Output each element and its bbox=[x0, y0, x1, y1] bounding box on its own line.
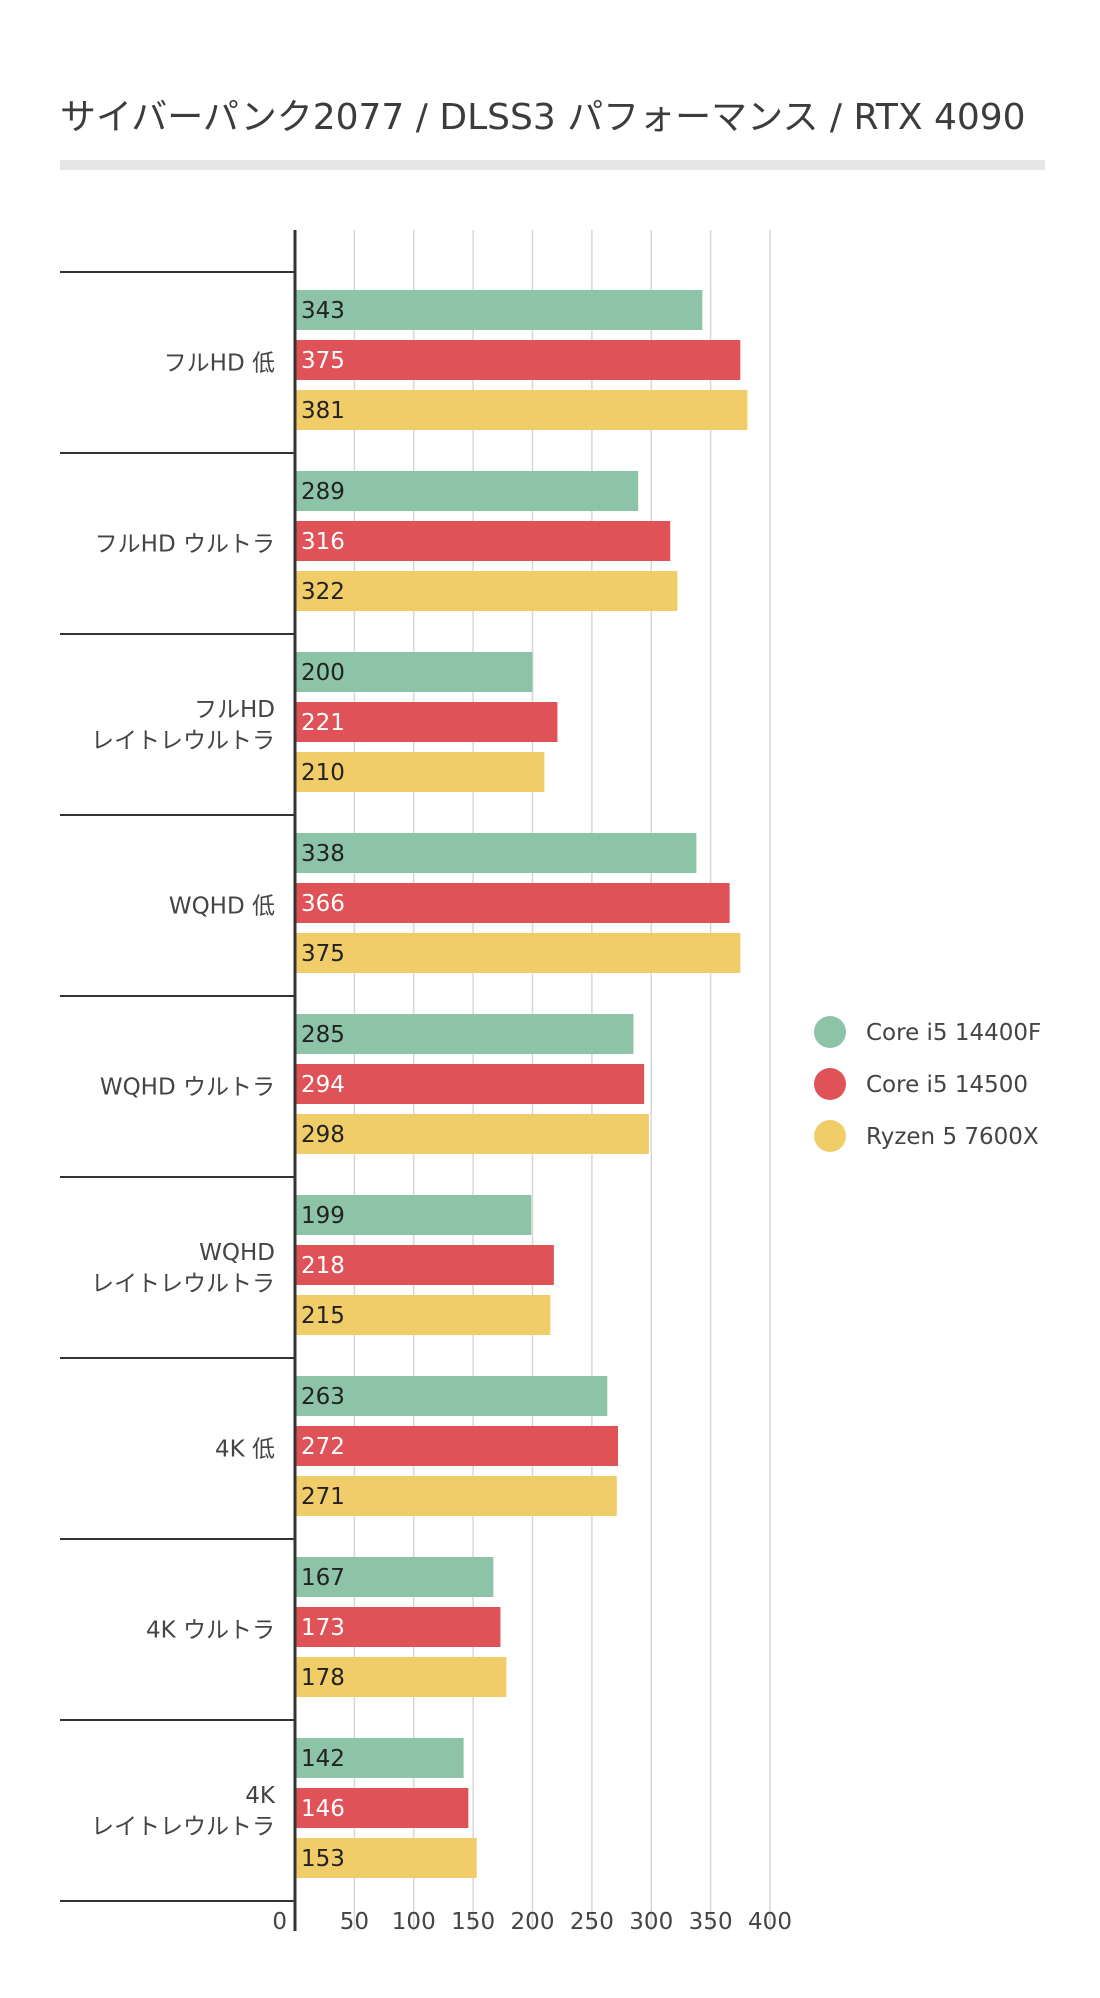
bar-value-label: 294 bbox=[301, 1072, 345, 1098]
x-tick-label: 50 bbox=[340, 1909, 369, 1935]
title-divider bbox=[60, 160, 1045, 170]
bar-3-5 bbox=[295, 1114, 649, 1154]
bar-value-label: 215 bbox=[301, 1303, 345, 1329]
bar-value-label: 322 bbox=[301, 579, 345, 605]
bar-3-8 bbox=[295, 1657, 507, 1697]
bar-3-3 bbox=[295, 752, 545, 792]
x-tick-label: 400 bbox=[748, 1909, 792, 1935]
category-label-line: WQHD bbox=[199, 1240, 275, 1266]
category-label-line: 4K 低 bbox=[215, 1437, 275, 1463]
bar-1-2 bbox=[295, 471, 639, 511]
category-label: 4K ウルトラ bbox=[146, 1618, 275, 1644]
bar-2-9 bbox=[295, 1788, 469, 1828]
grid-lines bbox=[353, 230, 771, 1931]
bar-value-label: 381 bbox=[301, 398, 345, 424]
bar-value-label: 343 bbox=[301, 298, 345, 324]
bar-value-label: 263 bbox=[301, 1384, 345, 1410]
bar-1-9 bbox=[295, 1738, 464, 1778]
bar-2-7 bbox=[295, 1426, 618, 1466]
category-label: 4K 低 bbox=[215, 1437, 275, 1463]
x-tick-label: 300 bbox=[629, 1909, 673, 1935]
bar-2-1 bbox=[295, 340, 741, 380]
category-label: WQHD 低 bbox=[169, 894, 275, 920]
bar-value-label: 210 bbox=[301, 760, 345, 786]
category-label: フルHD 低 bbox=[164, 351, 275, 377]
bar-1-7 bbox=[295, 1376, 608, 1416]
bar-2-3 bbox=[295, 702, 558, 742]
legend-label: Core i5 14400F bbox=[866, 1020, 1041, 1046]
category-label: WQHD ウルトラ bbox=[100, 1075, 275, 1101]
bar-value-label: 173 bbox=[301, 1615, 345, 1641]
x-axis-ticks: 0 50 100 150 200 250 300 350 400 bbox=[272, 1909, 792, 1935]
bar-value-label: 199 bbox=[301, 1203, 345, 1229]
bar-value-label: 375 bbox=[301, 348, 345, 374]
bar-value-label: 289 bbox=[301, 479, 345, 505]
category-label: WQHD レイトレウルトラ bbox=[91, 1240, 275, 1297]
chart-title: サイバーパンク2077 / DLSS3 パフォーマンス / RTX 4090 bbox=[60, 97, 1026, 138]
legend-swatch-3 bbox=[814, 1120, 846, 1152]
category-label: フルHD ウルトラ bbox=[95, 532, 275, 558]
bar-3-9 bbox=[295, 1838, 477, 1878]
x-tick-label: 250 bbox=[570, 1909, 614, 1935]
legend-label: Core i5 14500 bbox=[866, 1072, 1028, 1098]
bar-2-8 bbox=[295, 1607, 501, 1647]
category-label-line: WQHD 低 bbox=[169, 894, 275, 920]
bar-1-4 bbox=[295, 833, 697, 873]
bar-value-label: 338 bbox=[301, 841, 345, 867]
bar-value-label: 142 bbox=[301, 1746, 345, 1772]
x-tick-label: 0 bbox=[272, 1909, 287, 1935]
bar-1-5 bbox=[295, 1014, 634, 1054]
category-label-line: 4K bbox=[245, 1783, 276, 1809]
bar-1-3 bbox=[295, 652, 533, 692]
bar-2-2 bbox=[295, 521, 671, 561]
bar-2-4 bbox=[295, 883, 730, 923]
bar-value-label: 272 bbox=[301, 1434, 345, 1460]
category-label-line: WQHD ウルトラ bbox=[100, 1075, 275, 1101]
x-tick-label: 350 bbox=[689, 1909, 733, 1935]
bar-value-label: 375 bbox=[301, 941, 345, 967]
category-label-line: フルHD ウルトラ bbox=[95, 532, 275, 558]
bar-1-8 bbox=[295, 1557, 494, 1597]
bar-value-label: 200 bbox=[301, 660, 345, 686]
x-tick-label: 200 bbox=[511, 1909, 555, 1935]
bar-3-6 bbox=[295, 1295, 551, 1335]
bar-value-label: 178 bbox=[301, 1665, 345, 1691]
bars: 343 375 381 289 316 322 200 221 210 338 366 375 285 2… bbox=[295, 290, 748, 1878]
legend-swatch-2 bbox=[814, 1068, 846, 1100]
bar-value-label: 218 bbox=[301, 1253, 345, 1279]
bar-2-6 bbox=[295, 1245, 554, 1285]
category-label-line: 4K ウルトラ bbox=[146, 1618, 275, 1644]
bar-3-4 bbox=[295, 933, 741, 973]
category-separators bbox=[60, 271, 295, 1902]
bar-value-label: 153 bbox=[301, 1846, 345, 1872]
category-label-line: レイトレウルトラ bbox=[91, 728, 275, 754]
category-label-line: フルHD 低 bbox=[164, 351, 275, 377]
bar-value-label: 221 bbox=[301, 710, 345, 736]
bar-3-2 bbox=[295, 571, 678, 611]
category-label-line: フルHD bbox=[194, 697, 275, 723]
bar-2-5 bbox=[295, 1064, 645, 1104]
bar-value-label: 167 bbox=[301, 1565, 345, 1591]
bar-value-label: 298 bbox=[301, 1122, 345, 1148]
bar-value-label: 285 bbox=[301, 1022, 345, 1048]
bar-value-label: 316 bbox=[301, 529, 345, 555]
bar-1-6 bbox=[295, 1195, 532, 1235]
category-label: フルHD レイトレウルトラ bbox=[91, 697, 275, 754]
bar-value-label: 271 bbox=[301, 1484, 345, 1510]
category-label-line: レイトレウルトラ bbox=[91, 1271, 275, 1297]
bar-3-1 bbox=[295, 390, 748, 430]
bar-3-7 bbox=[295, 1476, 617, 1516]
x-tick-label: 100 bbox=[392, 1909, 436, 1935]
bar-value-label: 366 bbox=[301, 891, 345, 917]
x-tick-label: 150 bbox=[451, 1909, 495, 1935]
bar-value-label: 146 bbox=[301, 1796, 345, 1822]
legend-swatch-1 bbox=[814, 1016, 846, 1048]
legend-label: Ryzen 5 7600X bbox=[866, 1124, 1039, 1150]
category-label-line: レイトレウルトラ bbox=[91, 1814, 275, 1840]
bar-1-1 bbox=[295, 290, 703, 330]
legend: Core i5 14400F Core i5 14500 Ryzen 5 7600X bbox=[814, 1016, 1041, 1152]
category-label: 4K レイトレウルトラ bbox=[91, 1783, 276, 1840]
